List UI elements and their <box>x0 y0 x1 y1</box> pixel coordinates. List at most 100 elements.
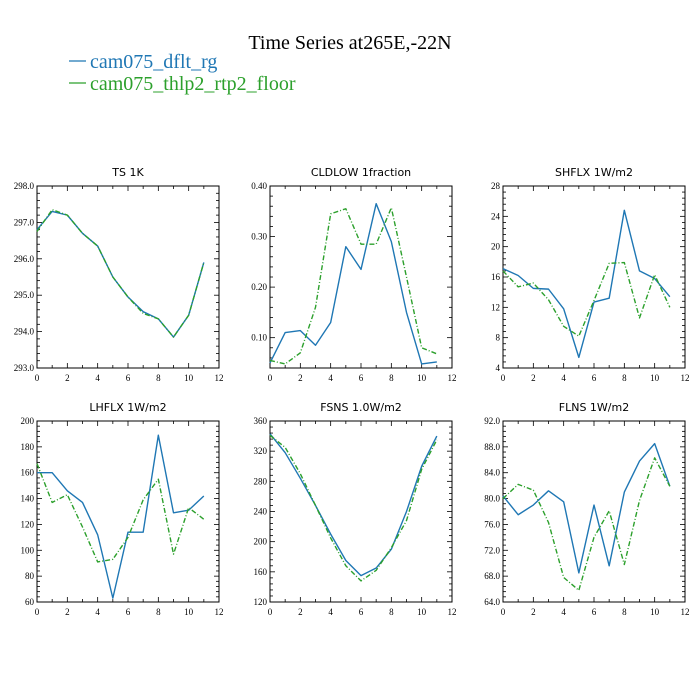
figure-title: Time Series at265E,-22N <box>248 32 451 54</box>
x-tick-label: 8 <box>156 373 161 383</box>
x-tick-label: 10 <box>184 607 194 617</box>
y-tick-label: 80 <box>25 571 35 581</box>
x-tick-label: 12 <box>215 373 224 383</box>
y-tick-label: 160 <box>254 567 268 577</box>
panel-1: TS 1K 0 2 4 6 8 10 12 293.0 294.0 295.0 296.0 297.0 2… <box>14 166 224 383</box>
x-tick-label: 6 <box>359 607 364 617</box>
y-tick-label: 8 <box>496 333 501 343</box>
x-tick-label: 0 <box>268 373 273 383</box>
x-tick-label: 2 <box>298 607 303 617</box>
y-tick-label: 68.0 <box>484 571 500 581</box>
x-tick-label: 12 <box>448 373 457 383</box>
y-tick-label: 80.0 <box>484 494 500 504</box>
x-tick-label: 10 <box>650 607 660 617</box>
x-tick-label: 4 <box>328 373 333 383</box>
x-tick-label: 2 <box>531 607 536 617</box>
series-line-1 <box>269 202 437 365</box>
y-tick-label: 24 <box>491 211 501 221</box>
panel-2: CLDLOW 1fraction 0 2 4 6 8 10 12 0.10 0.20 0.30 0.4… <box>251 166 456 383</box>
y-tick-label: 88.0 <box>484 442 500 452</box>
legend-label-2: cam075_thlp2_rtp2_floor <box>90 73 296 95</box>
x-tick-label: 12 <box>215 607 224 617</box>
x-tick-label: 8 <box>389 373 394 383</box>
series-line-1 <box>37 434 205 599</box>
x-tick-label: 0 <box>501 607 506 617</box>
x-tick-label: 0 <box>501 373 506 383</box>
y-tick-label: 100 <box>21 545 35 555</box>
x-tick-label: 6 <box>359 373 364 383</box>
x-tick-label: 8 <box>156 607 161 617</box>
x-tick-label: 0 <box>35 373 40 383</box>
x-tick-label: 8 <box>622 607 627 617</box>
y-tick-label: 295.0 <box>14 290 35 300</box>
y-tick-label: 140 <box>21 494 35 504</box>
series-line-2 <box>269 434 438 582</box>
series-line-2 <box>36 463 205 563</box>
y-tick-label: 28 <box>491 181 501 191</box>
series-line-1 <box>502 442 671 574</box>
plot-frame <box>502 185 686 369</box>
y-tick-label: 120 <box>21 519 35 529</box>
legend: cam075_dflt_rg cam075_thlp2_rtp2_floor <box>69 51 296 95</box>
x-tick-label: 4 <box>95 607 100 617</box>
y-tick-label: 4 <box>496 363 501 373</box>
x-tick-label: 0 <box>268 607 273 617</box>
plot-frame <box>269 185 453 369</box>
x-tick-label: 12 <box>448 607 457 617</box>
x-tick-label: 4 <box>561 373 566 383</box>
y-tick-label: 12 <box>491 302 500 312</box>
y-tick-label: 64.0 <box>484 597 500 607</box>
y-tick-label: 297.0 <box>14 217 35 227</box>
y-tick-label: 0.10 <box>251 333 267 343</box>
panel-4: LHFLX 1W/m2 0 2 4 6 8 10 12 60 80 100 120 140 160 180 2… <box>21 401 224 617</box>
y-tick-label: 16 <box>491 272 501 282</box>
plot-frame <box>502 420 686 603</box>
y-tick-label: 280 <box>254 476 268 486</box>
y-tick-label: 200 <box>21 416 35 426</box>
y-tick-label: 360 <box>254 416 268 426</box>
series-line-1 <box>502 209 671 359</box>
y-tick-label: 160 <box>21 468 35 478</box>
y-tick-label: 0.40 <box>251 181 267 191</box>
x-tick-label: 4 <box>561 607 566 617</box>
x-tick-label: 10 <box>650 373 660 383</box>
panels: TS 1K0 2 4 6 8 10 12293.0294.0295.0296.0297.02… <box>14 166 690 617</box>
x-tick-label: 12 <box>681 373 690 383</box>
series-line-2 <box>502 457 671 592</box>
x-tick-label: 8 <box>622 373 627 383</box>
series-line-1 <box>269 433 438 577</box>
y-tick-label: 180 <box>21 442 35 452</box>
panel-title: TS 1K <box>111 166 144 179</box>
x-tick-label: 6 <box>592 373 597 383</box>
x-tick-label: 6 <box>126 373 131 383</box>
y-tick-label: 240 <box>254 507 268 517</box>
y-tick-label: 76.0 <box>484 519 500 529</box>
legend-label-1: cam075_dflt_rg <box>90 51 217 73</box>
x-tick-label: 10 <box>184 373 194 383</box>
x-tick-label: 10 <box>417 373 427 383</box>
y-tick-label: 120 <box>254 597 268 607</box>
y-tick-label: 293.0 <box>14 363 35 373</box>
y-tick-label: 296.0 <box>14 254 35 264</box>
plot-frame <box>36 420 220 603</box>
x-tick-label: 2 <box>531 373 536 383</box>
y-tick-label: 20 <box>491 242 501 252</box>
x-tick-label: 0 <box>35 607 40 617</box>
panel-5: FSNS 1.0W/m2 0 2 4 6 8 10 12 120 160 200 240 280 320 3… <box>254 401 457 617</box>
series-line-2 <box>269 207 438 365</box>
panel-title: FSNS 1.0W/m2 <box>320 401 402 414</box>
y-tick-label: 84.0 <box>484 468 500 478</box>
y-tick-label: 298.0 <box>14 181 35 191</box>
series-line-2 <box>502 261 671 337</box>
plot-frame <box>36 185 220 369</box>
x-tick-label: 2 <box>298 373 303 383</box>
x-tick-label: 4 <box>95 373 100 383</box>
x-tick-label: 6 <box>592 607 597 617</box>
x-tick-label: 4 <box>328 607 333 617</box>
y-tick-label: 60 <box>25 597 35 607</box>
x-tick-label: 12 <box>681 607 690 617</box>
panel-title: FLNS 1W/m2 <box>559 401 629 414</box>
panel-6: FLNS 1W/m2 0 2 4 6 8 10 12 64.0 68.0 72.0 76.0 80.0 8… <box>484 401 689 617</box>
panel-title: SHFLX 1W/m2 <box>555 166 633 179</box>
